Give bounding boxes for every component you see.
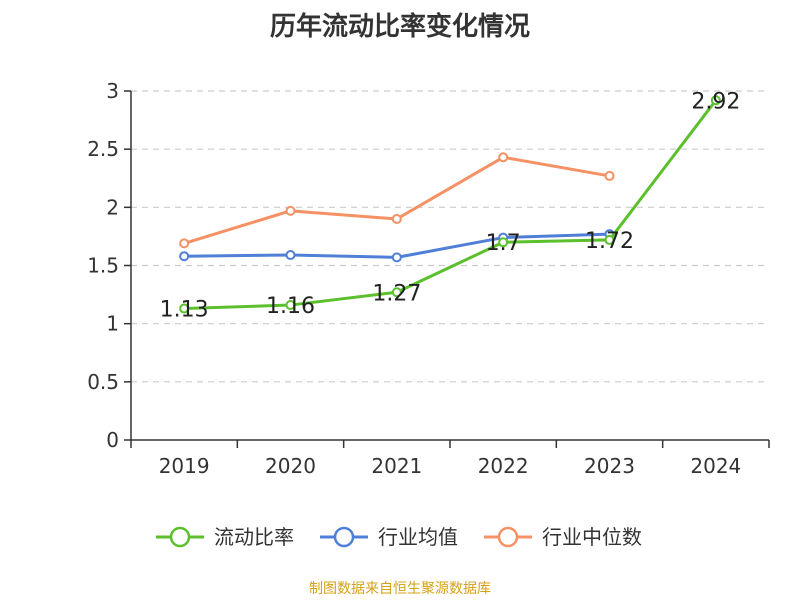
legend-swatch-marker[interactable] [169, 526, 191, 548]
data-point [498, 237, 509, 248]
legend-label[interactable]: 行业中位数 [542, 525, 642, 549]
y-tick-label: 1.5 [87, 254, 119, 278]
data-label: 2.92 [691, 89, 740, 114]
y-tick-label: 2 [106, 195, 119, 219]
data-label: 1.16 [266, 294, 315, 319]
chart-title: 历年流动比率变化情况 [269, 12, 530, 42]
legend[interactable]: 流动比率 行业均值 行业中位数 [156, 525, 642, 549]
grid-lines [131, 90, 769, 383]
data-point [391, 213, 402, 224]
y-tick-label: 1 [106, 312, 119, 336]
data-point [604, 170, 615, 181]
data-point [285, 205, 296, 216]
legend-label[interactable]: 行业均值 [378, 525, 458, 549]
data-point [498, 152, 509, 163]
data-point [391, 252, 402, 263]
legend-swatch-marker[interactable] [497, 526, 519, 548]
data-label: 1.27 [372, 281, 421, 306]
data-point [179, 238, 190, 249]
x-tick-label: 2019 [159, 454, 210, 478]
legend-label[interactable]: 流动比率 [214, 525, 294, 549]
x-tick-label: 2021 [371, 454, 422, 478]
data-label: 1.72 [585, 229, 634, 254]
source-footer: 制图数据来自恒生聚源数据库 [309, 581, 491, 597]
series-line [184, 99, 718, 311]
x-tick-label: 2023 [584, 454, 635, 478]
data-point [179, 303, 190, 314]
y-tick-label: 0 [106, 428, 119, 452]
data-point [391, 287, 402, 298]
data-labels: 1.13 1.16 1.27 1.7 1.72 2.92 [160, 89, 741, 322]
legend-swatch-marker[interactable] [333, 526, 355, 548]
data-label: 1.13 [160, 298, 209, 323]
y-tick-label: 0.5 [87, 370, 119, 394]
axes: 0 0.5 1 1.5 2 2.5 3 2019 2020 2021 2022 2023 2024 [87, 79, 770, 478]
x-tick-label: 2022 [478, 454, 529, 478]
series-line [183, 155, 610, 245]
data-point [285, 250, 296, 261]
y-tick-label: 2.5 [87, 137, 119, 161]
data-point [604, 234, 615, 245]
data-point [179, 251, 190, 262]
x-tick-label: 2024 [690, 454, 741, 478]
y-tick-label: 3 [106, 79, 119, 103]
data-label: 1.7 [486, 231, 521, 256]
x-tick-label: 2020 [265, 454, 316, 478]
data-point [710, 95, 721, 106]
data-point [285, 300, 296, 311]
series-lines [179, 95, 721, 314]
